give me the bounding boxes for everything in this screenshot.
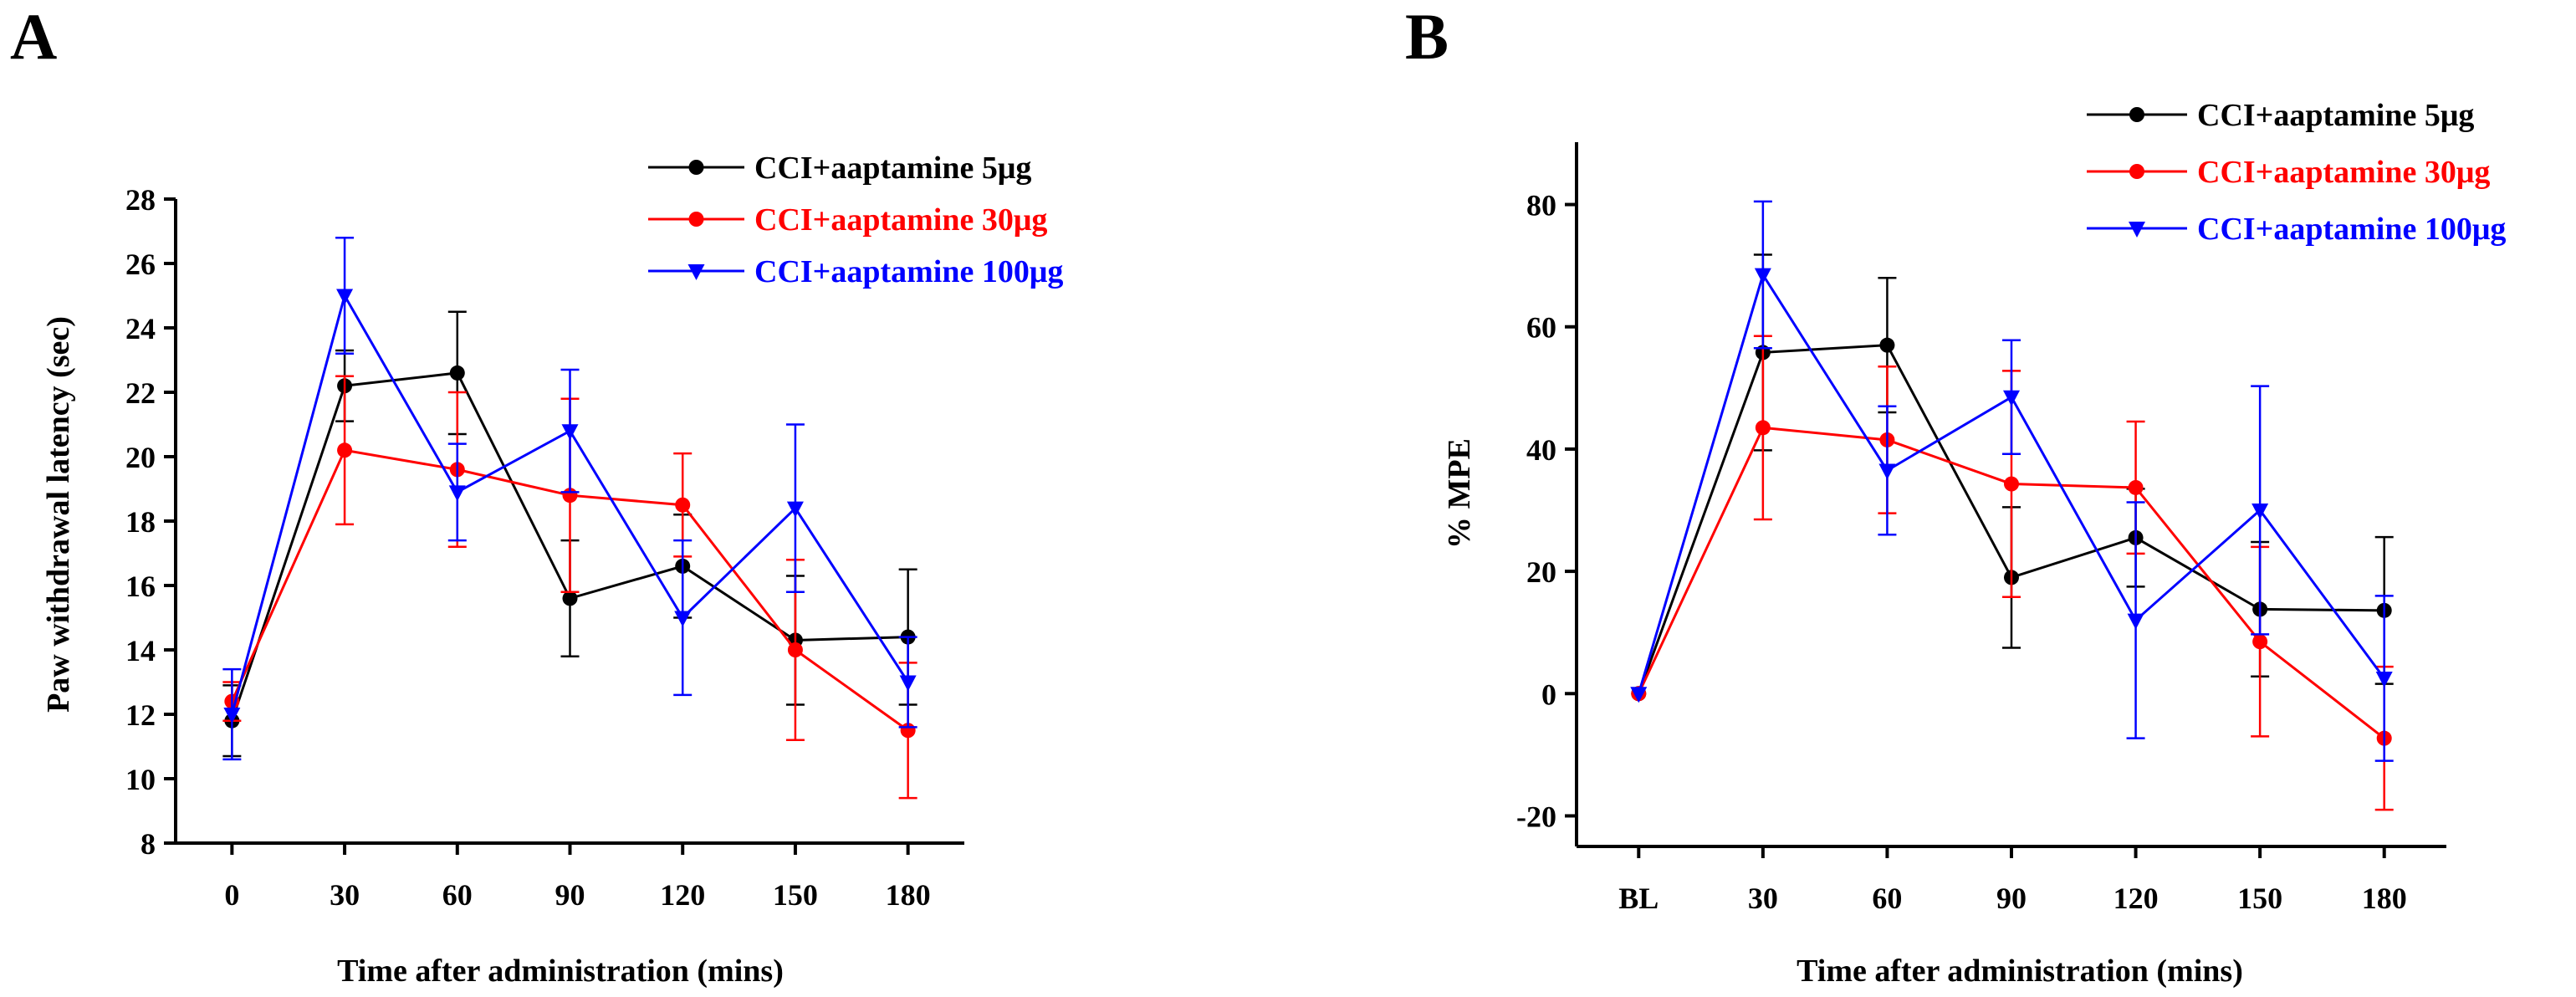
panel-a-y-tick-label: 10: [125, 763, 156, 796]
data-point: [1878, 463, 1896, 480]
legend-label: CCI+aaptamine 100μg: [2197, 212, 2506, 247]
panel-a-x-axis-title: Time after administration (mins): [337, 954, 784, 989]
data-point: [223, 708, 241, 723]
panel-a-x-tick-label: 150: [773, 878, 818, 912]
data-point: [899, 675, 917, 692]
panel-a-series-2: [222, 236, 917, 761]
legend-marker: [688, 160, 704, 175]
panel-a-x-tick-label: 30: [330, 878, 360, 912]
panel-a-legend: CCI+aaptamine 5μg CCI+aaptamine 30μg CCI+a…: [648, 151, 1063, 289]
panel-b-x-tick-label: 180: [2362, 882, 2407, 915]
panel-b-y-tick-label: 80: [1526, 189, 1556, 222]
legend-marker: [688, 212, 704, 227]
panel-a-y-tick-label: 14: [125, 634, 156, 667]
panel-a: A 8 10 12 14 16 18 20 22 24 26 28 0 30 60 90 120 150 180…: [10, 0, 1063, 989]
panel-b-series: [1630, 200, 2394, 811]
panel-b-x-ticks: BL 30 60 90 120 150 180: [1618, 846, 2407, 915]
panel-a-y-tick-label: 16: [125, 570, 156, 603]
panel-b-y-tick-label: -20: [1516, 800, 1556, 833]
panel-a-y-tick-label: 22: [125, 376, 156, 410]
panel-a-y-tick-label: 8: [141, 827, 156, 861]
data-point: [2375, 672, 2393, 688]
legend-marker: [2129, 107, 2144, 122]
panel-a-x-tick-label: 180: [886, 878, 931, 912]
legend-label: CCI+aaptamine 30μg: [754, 202, 1047, 238]
panel-a-series: [222, 236, 917, 800]
data-point: [336, 289, 354, 305]
panel-a-y-axis-title: Paw withdrawal latency (sec): [41, 316, 76, 713]
panel-b-y-tick-label: 20: [1526, 555, 1556, 589]
panel-b-x-tick-label: 120: [2113, 882, 2159, 915]
panel-a-y-tick-label: 12: [125, 698, 156, 732]
data-point: [1755, 420, 1771, 436]
data-point: [1754, 268, 1771, 284]
legend-label: CCI+aaptamine 5μg: [754, 151, 1031, 186]
legend-marker: [2129, 164, 2144, 179]
legend-label: CCI+aaptamine 100μg: [754, 254, 1063, 289]
panel-b-y-tick-label: 0: [1541, 677, 1556, 711]
legend-marker: [687, 264, 705, 280]
data-point: [2003, 390, 2020, 406]
data-point: [561, 424, 579, 441]
legend-label: CCI+aaptamine 5μg: [2197, 98, 2474, 133]
panel-b-x-axis-title: Time after administration (mins): [1797, 954, 2243, 989]
data-point: [2004, 476, 2019, 492]
panel-a-y-tick-label: 18: [125, 505, 156, 539]
data-point: [1879, 337, 1895, 353]
panel-b-x-tick-label: BL: [1618, 882, 1659, 915]
panel-b-x-tick-label: 90: [1996, 882, 2027, 915]
panel-a-x-ticks: 0 30 60 90 120 150 180: [224, 843, 931, 912]
data-point: [2252, 634, 2268, 650]
panel-a-y-tick-label: 26: [125, 248, 156, 281]
data-point: [2128, 479, 2144, 495]
panel-a-y-ticks: 8 10 12 14 16 18 20 22 24 26 28: [125, 183, 176, 861]
panel-a-y-tick-label: 20: [125, 441, 156, 474]
panel-b-series-2: [1630, 200, 2394, 762]
data-point: [675, 497, 691, 513]
data-point: [787, 642, 803, 657]
panel-b-y-tick-label: 40: [1526, 433, 1556, 467]
panel-a-x-tick-label: 0: [224, 878, 239, 912]
data-point: [786, 501, 804, 518]
panel-b-y-axis-title: % MPE: [1442, 438, 1477, 549]
data-point: [2251, 504, 2269, 519]
data-point: [674, 611, 692, 627]
panel-b-x-tick-label: 150: [2237, 882, 2282, 915]
data-point: [449, 365, 465, 381]
panel-b-legend: CCI+aaptamine 5μg CCI+aaptamine 30μg CCI+a…: [2087, 98, 2506, 247]
panel-a-x-tick-label: 120: [660, 878, 705, 912]
data-point: [448, 485, 466, 502]
panel-b: B -20 0 20 40 60 80 BL 30 60 90 120 150 180 Time af…: [1405, 0, 2506, 989]
data-point: [337, 442, 353, 458]
panel-a-x-tick-label: 60: [442, 878, 473, 912]
panel-a-x-tick-label: 90: [555, 878, 585, 912]
panel-b-x-tick-label: 60: [1872, 882, 1902, 915]
panel-a-y-tick-label: 24: [125, 312, 156, 345]
data-point: [562, 591, 578, 606]
panel-b-y-ticks: -20 0 20 40 60 80: [1516, 189, 1577, 833]
legend-label: CCI+aaptamine 30μg: [2197, 155, 2490, 190]
data-point: [1630, 687, 1648, 703]
legend-marker: [2129, 222, 2145, 238]
panel-label-b: B: [1405, 0, 1449, 73]
panel-b-y-tick-label: 60: [1526, 311, 1556, 345]
panel-label-a: A: [10, 0, 57, 73]
panel-a-y-tick-label: 28: [125, 183, 156, 217]
panel-b-x-tick-label: 30: [1748, 882, 1778, 915]
data-point: [2127, 613, 2144, 630]
